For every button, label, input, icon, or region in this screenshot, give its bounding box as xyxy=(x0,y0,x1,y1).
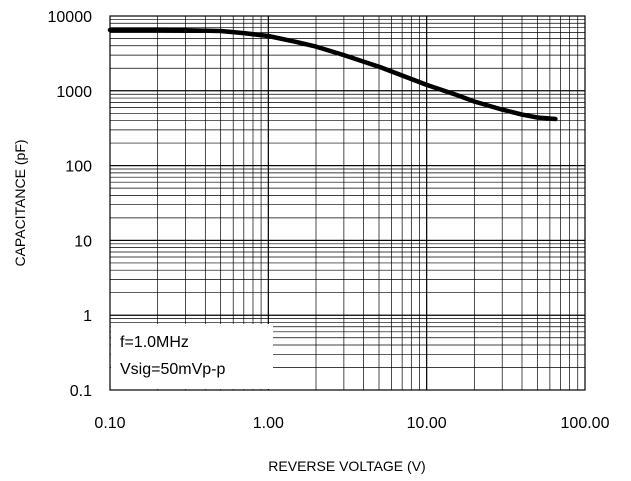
x-tick-label: 1.00 xyxy=(253,415,284,432)
x-axis-label: REVERSE VOLTAGE (V) xyxy=(268,458,425,474)
y-axis-label: CAPACITANCE (pF) xyxy=(12,139,28,266)
y-tick-label: 1000 xyxy=(56,84,92,101)
x-tick-label: 0.10 xyxy=(94,415,125,432)
annotation-signal: Vsig=50mVp-p xyxy=(120,361,225,378)
x-tick-label: 10.00 xyxy=(407,415,447,432)
grid xyxy=(109,15,586,391)
y-tick-label: 10000 xyxy=(48,9,93,26)
y-tick-label: 1 xyxy=(83,308,92,325)
x-tick-labels: 0.10 1.00 10.00 100.00 xyxy=(94,415,609,432)
y-tick-label: 0.1 xyxy=(70,383,92,400)
annotation-frequency: f=1.0MHz xyxy=(120,334,189,351)
y-tick-label: 100 xyxy=(65,159,92,176)
x-tick-label: 100.00 xyxy=(561,415,610,432)
y-tick-labels: 0.1 1 10 100 1000 10000 xyxy=(48,9,93,400)
series-line xyxy=(107,27,558,122)
series-layer xyxy=(107,27,558,122)
y-tick-label: 10 xyxy=(74,233,92,250)
annotation-box xyxy=(111,324,273,389)
plot-frame xyxy=(109,15,586,391)
